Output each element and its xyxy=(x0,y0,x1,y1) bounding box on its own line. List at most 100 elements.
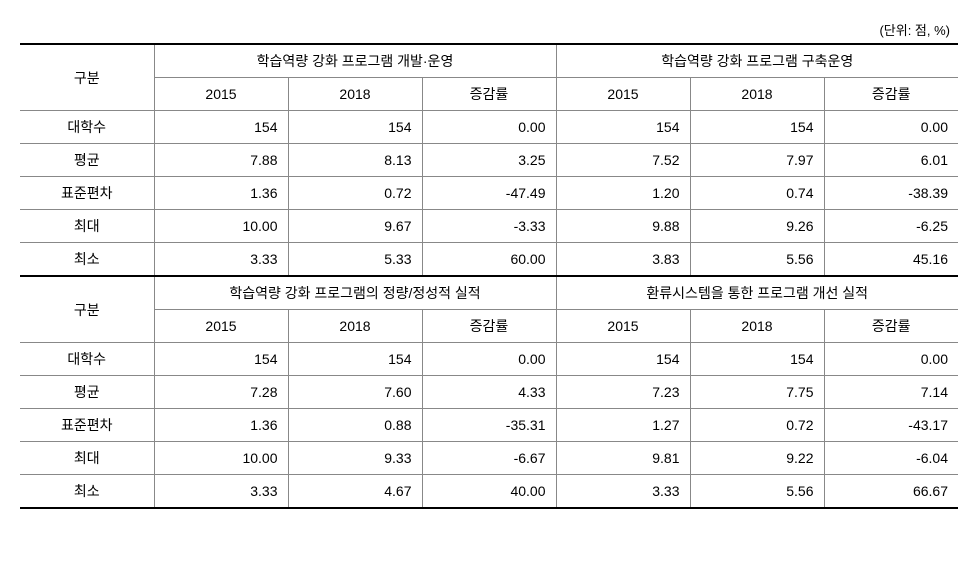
row-label: 표준편차 xyxy=(20,409,154,442)
col-2018: 2018 xyxy=(690,310,824,343)
cell: 9.88 xyxy=(556,210,690,243)
cell: 6.01 xyxy=(824,144,958,177)
cell: 60.00 xyxy=(422,243,556,277)
table-row: 대학수 154 154 0.00 154 154 0.00 xyxy=(20,111,958,144)
cell: 4.67 xyxy=(288,475,422,509)
col-2018: 2018 xyxy=(690,78,824,111)
row-label: 대학수 xyxy=(20,343,154,376)
row-label: 대학수 xyxy=(20,111,154,144)
cell: -6.25 xyxy=(824,210,958,243)
col-2018: 2018 xyxy=(288,78,422,111)
cell: 154 xyxy=(556,343,690,376)
cell: -47.49 xyxy=(422,177,556,210)
cell: 9.22 xyxy=(690,442,824,475)
cell: 3.25 xyxy=(422,144,556,177)
row-label: 평균 xyxy=(20,376,154,409)
cell: 3.33 xyxy=(154,243,288,277)
cell: 0.00 xyxy=(824,111,958,144)
cell: -6.04 xyxy=(824,442,958,475)
cell: 154 xyxy=(690,343,824,376)
cell: 154 xyxy=(154,343,288,376)
data-table: 구분 학습역량 강화 프로그램 개발·운영 학습역량 강화 프로그램 구축운영 … xyxy=(20,43,958,509)
col-category: 구분 xyxy=(20,276,154,343)
cell: 0.72 xyxy=(690,409,824,442)
table-row: 평균 7.88 8.13 3.25 7.52 7.97 6.01 xyxy=(20,144,958,177)
cell: 1.20 xyxy=(556,177,690,210)
cell: 9.81 xyxy=(556,442,690,475)
cell: 1.36 xyxy=(154,409,288,442)
cell: 0.00 xyxy=(422,343,556,376)
section1-group-a: 학습역량 강화 프로그램 개발·운영 xyxy=(154,44,556,78)
table-row: 최소 3.33 5.33 60.00 3.83 5.56 45.16 xyxy=(20,243,958,277)
cell: 66.67 xyxy=(824,475,958,509)
row-label: 표준편차 xyxy=(20,177,154,210)
cell: 45.16 xyxy=(824,243,958,277)
cell: 3.33 xyxy=(556,475,690,509)
table-row: 표준편차 1.36 0.72 -47.49 1.20 0.74 -38.39 xyxy=(20,177,958,210)
cell: 154 xyxy=(154,111,288,144)
cell: 10.00 xyxy=(154,210,288,243)
table-row: 표준편차 1.36 0.88 -35.31 1.27 0.72 -43.17 xyxy=(20,409,958,442)
cell: 7.60 xyxy=(288,376,422,409)
table-row: 최소 3.33 4.67 40.00 3.33 5.56 66.67 xyxy=(20,475,958,509)
col-2015: 2015 xyxy=(154,78,288,111)
row-label: 최대 xyxy=(20,210,154,243)
cell: 7.97 xyxy=(690,144,824,177)
col-change: 증감률 xyxy=(422,310,556,343)
cell: 3.33 xyxy=(154,475,288,509)
col-change: 증감률 xyxy=(824,78,958,111)
cell: -38.39 xyxy=(824,177,958,210)
cell: 5.33 xyxy=(288,243,422,277)
cell: -43.17 xyxy=(824,409,958,442)
cell: 7.88 xyxy=(154,144,288,177)
cell: 7.52 xyxy=(556,144,690,177)
col-change: 증감률 xyxy=(824,310,958,343)
cell: 3.83 xyxy=(556,243,690,277)
table-row: 최대 10.00 9.33 -6.67 9.81 9.22 -6.04 xyxy=(20,442,958,475)
cell: -3.33 xyxy=(422,210,556,243)
cell: 0.74 xyxy=(690,177,824,210)
cell: 8.13 xyxy=(288,144,422,177)
col-2015: 2015 xyxy=(154,310,288,343)
table-row: 평균 7.28 7.60 4.33 7.23 7.75 7.14 xyxy=(20,376,958,409)
cell: 0.00 xyxy=(824,343,958,376)
cell: 40.00 xyxy=(422,475,556,509)
cell: 10.00 xyxy=(154,442,288,475)
cell: 5.56 xyxy=(690,475,824,509)
cell: 7.14 xyxy=(824,376,958,409)
col-2018: 2018 xyxy=(288,310,422,343)
row-label: 최대 xyxy=(20,442,154,475)
col-change: 증감률 xyxy=(422,78,556,111)
cell: 1.36 xyxy=(154,177,288,210)
row-label: 평균 xyxy=(20,144,154,177)
cell: -6.67 xyxy=(422,442,556,475)
cell: 154 xyxy=(288,343,422,376)
cell: 4.33 xyxy=(422,376,556,409)
cell: 9.26 xyxy=(690,210,824,243)
table-row: 대학수 154 154 0.00 154 154 0.00 xyxy=(20,343,958,376)
cell: 1.27 xyxy=(556,409,690,442)
cell: 154 xyxy=(690,111,824,144)
cell: 0.00 xyxy=(422,111,556,144)
cell: 154 xyxy=(556,111,690,144)
col-2015: 2015 xyxy=(556,78,690,111)
cell: 9.67 xyxy=(288,210,422,243)
cell: 9.33 xyxy=(288,442,422,475)
cell: 0.72 xyxy=(288,177,422,210)
cell: 5.56 xyxy=(690,243,824,277)
cell: 7.23 xyxy=(556,376,690,409)
cell: 154 xyxy=(288,111,422,144)
cell: 7.75 xyxy=(690,376,824,409)
section2-group-b: 환류시스템을 통한 프로그램 개선 실적 xyxy=(556,276,958,310)
cell: -35.31 xyxy=(422,409,556,442)
table-row: 최대 10.00 9.67 -3.33 9.88 9.26 -6.25 xyxy=(20,210,958,243)
cell: 0.88 xyxy=(288,409,422,442)
unit-label: (단위: 점, %) xyxy=(20,20,958,39)
row-label: 최소 xyxy=(20,475,154,509)
row-label: 최소 xyxy=(20,243,154,277)
section1-group-b: 학습역량 강화 프로그램 구축운영 xyxy=(556,44,958,78)
col-category: 구분 xyxy=(20,44,154,111)
cell: 7.28 xyxy=(154,376,288,409)
section2-group-a: 학습역량 강화 프로그램의 정량/정성적 실적 xyxy=(154,276,556,310)
col-2015: 2015 xyxy=(556,310,690,343)
